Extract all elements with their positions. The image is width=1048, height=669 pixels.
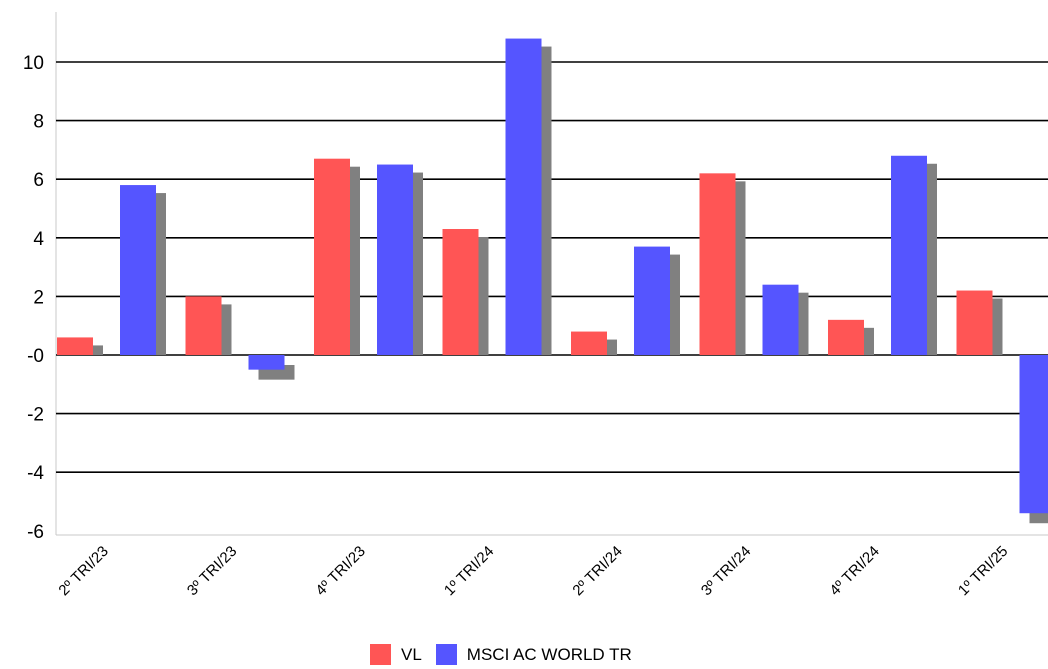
legend-item-vl: VL — [370, 644, 422, 665]
y-tick-label: 4 — [33, 229, 44, 250]
x-tick-label: 2º TRI/24 — [569, 543, 625, 599]
bar-chart: 10 8 6 4 2 -0 -2 -4 -6 2º TRI/23 3º TRI/23 4º TRI/… — [23, 12, 1048, 599]
bar-vl — [828, 319, 864, 355]
bar-msci — [120, 185, 156, 355]
bar-vl — [956, 290, 993, 355]
bar-vl — [57, 337, 93, 355]
x-tick-label: 3º TRI/23 — [184, 543, 240, 599]
y-tick-label: 8 — [33, 112, 44, 133]
legend-swatch-msci — [435, 644, 457, 665]
x-tick-label: 3º TRI/24 — [698, 543, 754, 599]
bar-msci — [634, 246, 670, 355]
bar-msci — [377, 164, 413, 355]
y-tick-label: 10 — [23, 53, 44, 74]
y-axis-ticks: 10 8 6 4 2 -0 -2 -4 -6 — [23, 53, 45, 543]
legend-label-msci: MSCI AC WORLD TR — [466, 644, 632, 664]
x-tick-label: 4º TRI/23 — [312, 543, 368, 599]
y-tick-label: -0 — [27, 346, 44, 367]
y-tick-label: -6 — [27, 522, 44, 543]
bar-vl — [185, 296, 222, 355]
x-axis-ticks: 2º TRI/23 3º TRI/23 4º TRI/23 1º TRI/24 2º T… — [55, 543, 1011, 599]
bars — [57, 38, 1048, 524]
bar-msci — [891, 155, 927, 355]
legend: VL MSCI AC WORLD TR — [370, 644, 646, 665]
y-tick-label: -4 — [27, 463, 44, 484]
legend-label-vl: VL — [401, 644, 422, 664]
x-tick-label: 1º TRI/24 — [441, 543, 497, 599]
x-tick-label: 1º TRI/25 — [955, 543, 1011, 599]
bar-vl — [314, 158, 350, 355]
y-tick-label: 6 — [33, 170, 44, 191]
bar-vl — [571, 331, 607, 355]
bar-msci — [1019, 355, 1048, 514]
bar-vl — [699, 173, 736, 355]
bar-msci — [762, 284, 799, 355]
legend-item-msci: MSCI AC WORLD TR — [435, 644, 632, 665]
y-tick-label: 2 — [33, 287, 44, 308]
bar-vl — [442, 229, 479, 355]
x-tick-label: 2º TRI/23 — [55, 543, 111, 599]
bar-msci — [505, 38, 542, 356]
legend-swatch-vl — [370, 644, 391, 665]
x-tick-label: 4º TRI/24 — [826, 543, 882, 599]
bar-msci — [248, 355, 285, 370]
y-tick-label: -2 — [27, 405, 44, 426]
